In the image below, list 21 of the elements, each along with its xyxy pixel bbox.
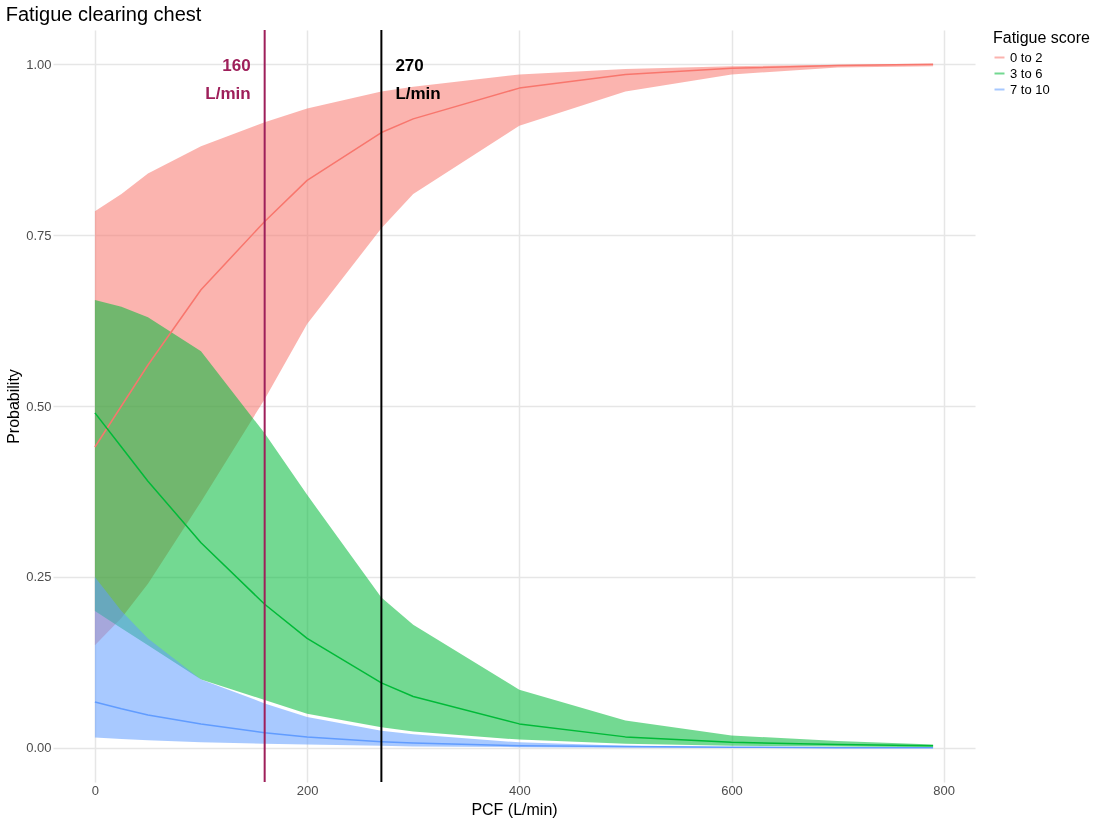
y-axis-title: Probability — [5, 369, 23, 444]
y-tick-label: 0.00 — [26, 740, 52, 756]
x-tick-label: 600 — [721, 782, 743, 798]
x-tick-label: 0 — [91, 782, 100, 798]
line-series — [94, 701, 934, 749]
line-series — [94, 412, 934, 747]
ref-line-label: 270 L/min — [395, 56, 441, 103]
legend-label: 7 to 10 — [1010, 81, 1050, 97]
chart-title: Fatigue clearing chest — [5, 3, 202, 25]
x-axis-title: PCF (L/min) — [471, 800, 558, 818]
legend-label: 3 to 6 — [1010, 65, 1043, 81]
x-tick-label: 400 — [508, 782, 531, 798]
legend-label: 0 to 2 — [1010, 49, 1043, 65]
y-tick-label: 0.75 — [26, 227, 52, 243]
legend-title: Fatigue score — [993, 29, 1091, 46]
x-tick-label: 800 — [933, 782, 956, 798]
y-tick-label: 1.00 — [26, 56, 52, 72]
ref-line-label: 160 L/min — [205, 56, 251, 103]
x-tick-label: 200 — [296, 782, 319, 798]
y-tick-label: 0.50 — [26, 398, 52, 414]
y-tick-label: 0.25 — [26, 569, 52, 585]
